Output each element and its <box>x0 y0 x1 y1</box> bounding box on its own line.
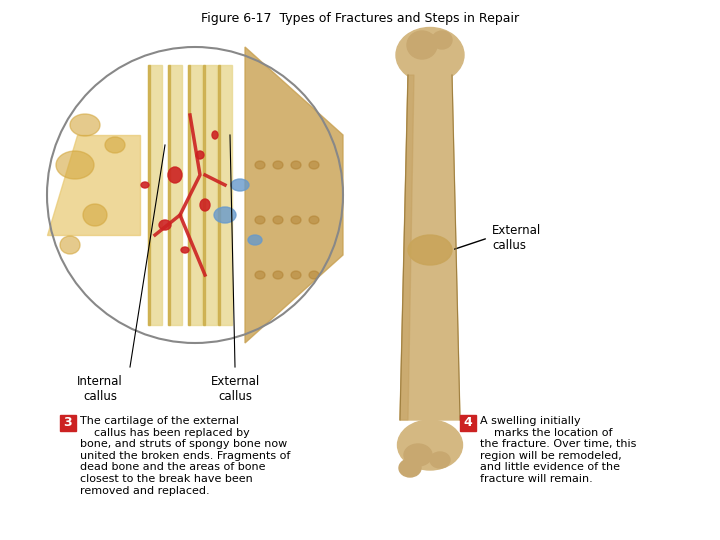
Bar <box>188 65 202 325</box>
Text: The cartilage of the external
    callus has been replaced by
bone, and struts o: The cartilage of the external callus has… <box>80 416 290 496</box>
FancyBboxPatch shape <box>460 415 476 431</box>
Text: 4: 4 <box>464 416 472 429</box>
Ellipse shape <box>248 235 262 245</box>
Ellipse shape <box>196 151 204 159</box>
Ellipse shape <box>255 271 265 279</box>
Ellipse shape <box>159 220 171 230</box>
Text: External
callus: External callus <box>210 375 260 403</box>
Ellipse shape <box>309 216 319 224</box>
Bar <box>168 65 182 325</box>
Text: External
callus: External callus <box>492 224 541 252</box>
Text: Figure 6-17  Types of Fractures and Steps in Repair: Figure 6-17 Types of Fractures and Steps… <box>201 12 519 25</box>
Ellipse shape <box>309 161 319 169</box>
Ellipse shape <box>407 31 437 59</box>
Ellipse shape <box>397 420 462 470</box>
Bar <box>203 65 205 325</box>
Ellipse shape <box>291 161 301 169</box>
Ellipse shape <box>70 114 100 136</box>
Ellipse shape <box>212 131 218 139</box>
Ellipse shape <box>273 271 283 279</box>
Ellipse shape <box>399 459 421 477</box>
Bar <box>168 65 170 325</box>
Ellipse shape <box>291 271 301 279</box>
Bar <box>203 65 217 325</box>
Polygon shape <box>47 135 140 235</box>
Ellipse shape <box>404 444 432 466</box>
Ellipse shape <box>214 207 236 223</box>
Text: Internal
callus: Internal callus <box>77 375 123 403</box>
Bar <box>148 65 162 325</box>
Bar <box>218 65 220 325</box>
Ellipse shape <box>168 167 182 183</box>
Ellipse shape <box>255 161 265 169</box>
Polygon shape <box>400 75 414 420</box>
Ellipse shape <box>56 151 94 179</box>
Ellipse shape <box>273 161 283 169</box>
Ellipse shape <box>105 137 125 153</box>
Bar <box>188 65 190 325</box>
Ellipse shape <box>255 216 265 224</box>
Ellipse shape <box>141 182 149 188</box>
Ellipse shape <box>430 452 450 468</box>
Ellipse shape <box>181 247 189 253</box>
Circle shape <box>47 47 343 343</box>
Ellipse shape <box>396 28 464 83</box>
Text: 3: 3 <box>63 416 72 429</box>
Ellipse shape <box>231 179 249 191</box>
Ellipse shape <box>291 216 301 224</box>
Polygon shape <box>400 75 460 420</box>
Ellipse shape <box>408 235 452 265</box>
Ellipse shape <box>432 31 452 49</box>
Polygon shape <box>245 47 343 343</box>
Text: A swelling initially
    marks the location of
the fracture. Over time, this
reg: A swelling initially marks the location … <box>480 416 636 484</box>
Bar <box>218 65 232 325</box>
FancyBboxPatch shape <box>60 415 76 431</box>
Bar <box>148 65 150 325</box>
Ellipse shape <box>309 271 319 279</box>
Ellipse shape <box>273 216 283 224</box>
Ellipse shape <box>83 204 107 226</box>
Ellipse shape <box>200 199 210 211</box>
Ellipse shape <box>60 236 80 254</box>
